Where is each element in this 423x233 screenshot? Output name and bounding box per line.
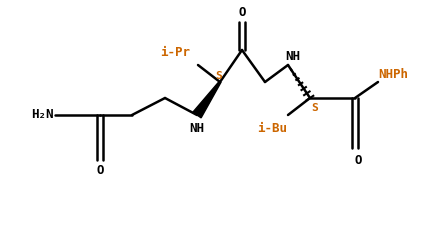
Text: S: S	[311, 103, 318, 113]
Polygon shape	[193, 81, 221, 118]
Text: S: S	[215, 71, 222, 81]
Text: i-Bu: i-Bu	[257, 121, 287, 134]
Text: O: O	[96, 164, 104, 177]
Text: O: O	[238, 7, 246, 20]
Text: NH: NH	[285, 51, 300, 64]
Text: i-Pr: i-Pr	[160, 47, 190, 59]
Text: H₂N: H₂N	[31, 109, 53, 121]
Text: NH: NH	[190, 122, 204, 135]
Text: O: O	[354, 154, 362, 167]
Text: NHPh: NHPh	[378, 68, 408, 80]
